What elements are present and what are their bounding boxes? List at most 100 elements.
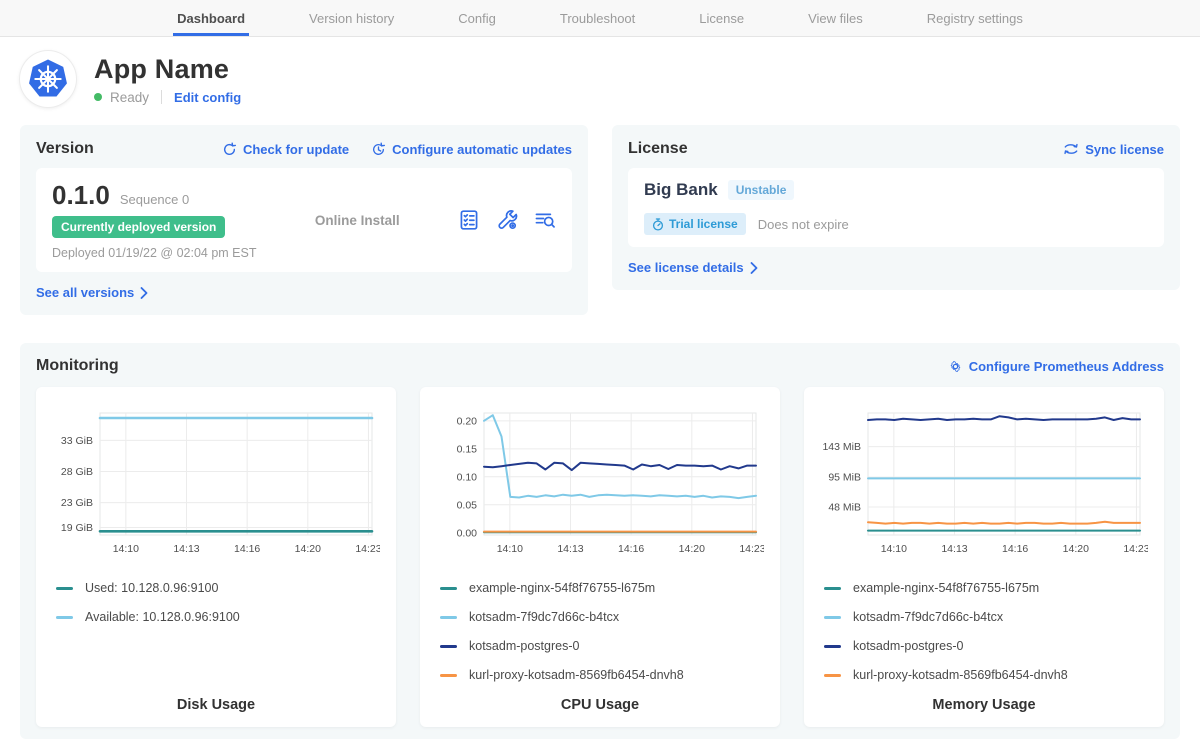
- tab-registry-settings[interactable]: Registry settings: [926, 10, 1023, 26]
- tab-dashboard[interactable]: Dashboard: [173, 0, 249, 36]
- chart-title: Memory Usage: [932, 697, 1036, 713]
- divider: [161, 90, 163, 104]
- legend-item: kotsadm-postgres-0: [440, 639, 764, 653]
- version-number: 0.1.0: [52, 180, 110, 210]
- svg-text:14:10: 14:10: [881, 543, 907, 555]
- kubernetes-icon: [29, 59, 67, 97]
- legend-label: Available: 10.128.0.96:9100: [85, 610, 240, 624]
- channel-badge: Unstable: [727, 180, 795, 200]
- legend-label: kotsadm-postgres-0: [853, 639, 964, 653]
- legend-label: example-nginx-54f8f76755-l675m: [469, 581, 656, 595]
- deployed-timestamp: Deployed 01/19/22 @ 02:04 pm EST: [52, 246, 257, 260]
- chart-title: Disk Usage: [176, 697, 256, 713]
- app-header: App Name Ready Edit config: [0, 37, 1200, 117]
- top-nav: Dashboard Version history Config Troublesho…: [0, 0, 1200, 37]
- svg-text:95 MiB: 95 MiB: [828, 472, 861, 484]
- legend-item: kurl-proxy-kotsadm-8569fb6454-dnvh8: [824, 668, 1148, 682]
- tab-config[interactable]: Config: [458, 10, 496, 26]
- deploy-logs-icon[interactable]: [534, 209, 556, 231]
- tab-license[interactable]: License: [699, 10, 745, 26]
- legend-label: kotsadm-postgres-0: [469, 639, 580, 653]
- chart-title: CPU Usage: [560, 697, 640, 713]
- install-type-label: Online Install: [314, 212, 400, 228]
- charts-row: 19 GiB 23 GiB 28 GiB 33 GiB 14:10 14:13 14:16 1…: [36, 387, 1164, 727]
- legend-item: kurl-proxy-kotsadm-8569fb6454-dnvh8: [440, 668, 764, 682]
- license-title: License: [628, 140, 688, 157]
- legend-item: kotsadm-7f9dc7d66c-b4tcx: [440, 610, 764, 624]
- legend-label: example-nginx-54f8f76755-l675m: [853, 581, 1040, 595]
- chart-legend: example-nginx-54f8f76755-l675m kotsadm-7f…: [436, 581, 764, 697]
- customer-name: Big Bank: [644, 180, 718, 199]
- svg-text:14:10: 14:10: [113, 543, 139, 555]
- see-license-details-link[interactable]: See license details: [628, 260, 758, 275]
- tab-troubleshoot[interactable]: Troubleshoot: [559, 10, 636, 26]
- legend-swatch: [56, 615, 73, 619]
- current-version-box: 0.1.0 Sequence 0 Currently deployed vers…: [36, 168, 572, 272]
- svg-text:14:23: 14:23: [1123, 543, 1148, 555]
- legend-item: kotsadm-7f9dc7d66c-b4tcx: [824, 610, 1148, 624]
- nav-tabs: Dashboard Version history Config Troublesho…: [173, 0, 1027, 36]
- edit-config-link[interactable]: Edit config: [174, 89, 242, 105]
- svg-text:143 MiB: 143 MiB: [822, 441, 861, 453]
- tab-version-history[interactable]: Version history: [309, 10, 395, 26]
- page-title: App Name: [94, 53, 230, 84]
- svg-text:0.15: 0.15: [457, 443, 478, 455]
- configure-prometheus-button[interactable]: Configure Prometheus Address: [948, 359, 1164, 374]
- legend-swatch: [440, 673, 457, 677]
- svg-text:14:23: 14:23: [739, 543, 764, 555]
- svg-text:14:13: 14:13: [941, 543, 967, 555]
- version-info: 0.1.0 Sequence 0 Currently deployed vers…: [52, 180, 256, 260]
- svg-text:23 GiB: 23 GiB: [61, 497, 93, 509]
- version-sequence: Sequence 0: [119, 192, 190, 207]
- legend-label: kurl-proxy-kotsadm-8569fb6454-dnvh8: [853, 668, 1068, 682]
- chart-legend: example-nginx-54f8f76755-l675m kotsadm-7f…: [820, 581, 1148, 697]
- svg-text:14:23: 14:23: [355, 543, 380, 555]
- trial-license-badge: Trial license: [644, 213, 746, 235]
- legend-swatch: [824, 615, 841, 619]
- svg-text:14:16: 14:16: [618, 543, 644, 555]
- svg-text:14:13: 14:13: [557, 543, 583, 555]
- legend-item: Used: 10.128.0.96:9100: [56, 581, 380, 595]
- version-title: Version: [36, 140, 94, 157]
- deployed-badge: Currently deployed version: [52, 216, 226, 238]
- configure-automatic-updates-button[interactable]: Configure automatic updates: [371, 142, 572, 157]
- svg-text:14:13: 14:13: [173, 543, 199, 555]
- sync-license-button[interactable]: Sync license: [1063, 142, 1164, 157]
- see-all-versions-link[interactable]: See all versions: [36, 285, 148, 300]
- chart-legend: Used: 10.128.0.96:9100 Available: 10.128.…: [52, 581, 380, 639]
- legend-item: kotsadm-postgres-0: [824, 639, 1148, 653]
- svg-text:14:16: 14:16: [1002, 543, 1028, 555]
- check-for-update-button[interactable]: Check for update: [222, 142, 349, 157]
- svg-text:14:20: 14:20: [1063, 543, 1089, 555]
- app-header-text: App Name Ready Edit config: [94, 54, 241, 105]
- svg-text:14:16: 14:16: [234, 543, 260, 555]
- monitoring-section: Monitoring Configure Prometheus Address …: [20, 343, 1180, 739]
- svg-text:0.20: 0.20: [457, 415, 478, 427]
- svg-text:0.10: 0.10: [457, 471, 478, 483]
- preflight-checks-icon[interactable]: [458, 209, 480, 231]
- legend-label: kurl-proxy-kotsadm-8569fb6454-dnvh8: [469, 668, 684, 682]
- chevron-right-icon: [140, 286, 148, 299]
- legend-swatch: [440, 615, 457, 619]
- app-icon: [20, 51, 76, 107]
- chart-plot: 19 GiB 23 GiB 28 GiB 33 GiB 14:10 14:13 14:16 1…: [61, 412, 380, 555]
- chart-plot: 48 MiB 95 MiB 143 MiB 14:10 14:13 14:16 14:20 1…: [822, 412, 1148, 555]
- legend-label: Used: 10.128.0.96:9100: [85, 581, 219, 595]
- legend-swatch: [824, 644, 841, 648]
- svg-text:48 MiB: 48 MiB: [828, 502, 861, 514]
- edit-config-icon[interactable]: [496, 209, 518, 231]
- chevron-right-icon: [750, 261, 758, 274]
- license-box: Big Bank Unstable Trial license Does not…: [628, 168, 1164, 247]
- legend-swatch: [440, 586, 457, 590]
- tab-view-files[interactable]: View files: [808, 10, 863, 26]
- svg-text:19 GiB: 19 GiB: [61, 522, 93, 534]
- sync-icon: [1064, 143, 1078, 155]
- license-card: License Sync license Big Bank Unstable: [612, 125, 1180, 290]
- chart-card-disk-usage: 19 GiB 23 GiB 28 GiB 33 GiB 14:10 14:13 14:16 1…: [36, 387, 396, 727]
- legend-swatch: [824, 673, 841, 677]
- legend-swatch: [824, 586, 841, 590]
- svg-text:33 GiB: 33 GiB: [61, 435, 93, 447]
- svg-text:14:20: 14:20: [679, 543, 705, 555]
- version-card: Version Check for update Configure au: [20, 125, 588, 315]
- legend-item: example-nginx-54f8f76755-l675m: [824, 581, 1148, 595]
